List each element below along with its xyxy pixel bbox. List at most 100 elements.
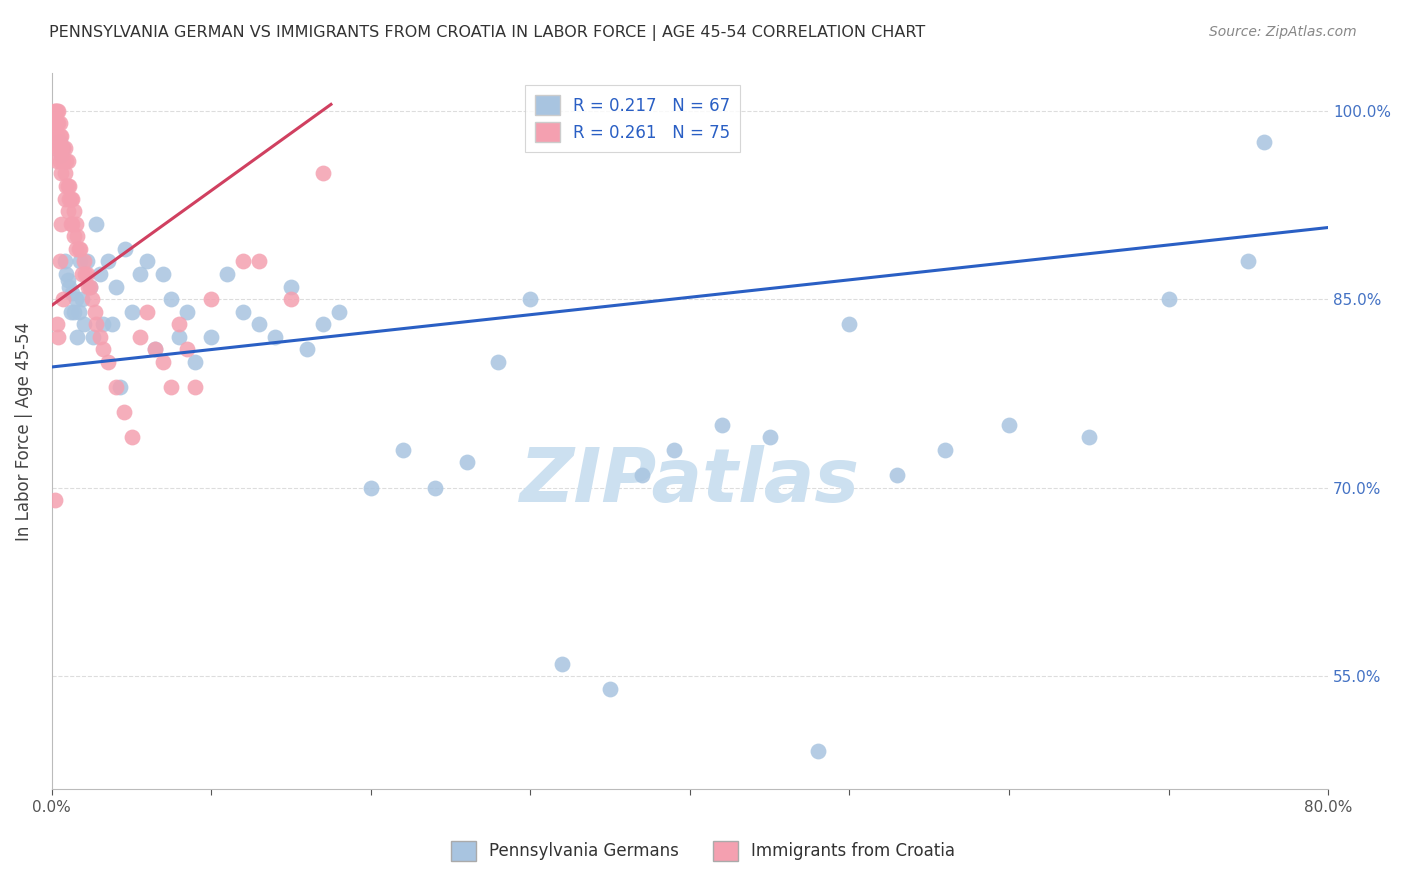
Point [75, 267, 97, 281]
Point [247, 318, 270, 332]
Point [121, 430, 143, 444]
Point [83, 304, 105, 318]
Point [45, 153, 67, 168]
Point [45, 116, 67, 130]
Point [169, 330, 191, 344]
Point [200, 292, 222, 306]
Point [91, 343, 114, 357]
Point [69, 242, 91, 256]
Point [128, 330, 150, 344]
Point [59, 304, 82, 318]
Point [295, 343, 318, 357]
Point [76, 267, 98, 281]
Point [65, 242, 87, 256]
Text: ZIPatlas: ZIPatlas [520, 445, 860, 517]
Point [104, 380, 127, 394]
Point [69, 254, 91, 268]
Point [44, 128, 66, 143]
Legend: R = 0.217   N = 67, R = 0.261   N = 75: R = 0.217 N = 67, R = 0.261 N = 75 [524, 85, 740, 153]
Point [758, 430, 780, 444]
Point [45, 103, 67, 118]
Point [63, 229, 86, 244]
Point [59, 217, 82, 231]
Point [551, 657, 574, 671]
Point [53, 254, 76, 268]
Point [44, 493, 66, 508]
Point [44, 141, 66, 155]
Point [312, 167, 335, 181]
Point [45, 318, 67, 332]
Point [934, 442, 956, 457]
Point [67, 242, 90, 256]
Y-axis label: In Labor Force | Age 45-54: In Labor Force | Age 45-54 [15, 321, 32, 541]
Point [58, 192, 80, 206]
Point [86, 318, 108, 332]
Point [112, 405, 135, 419]
Point [312, 318, 335, 332]
Point [838, 318, 860, 332]
Point [73, 318, 96, 332]
Point [55, 179, 77, 194]
Point [82, 330, 104, 344]
Point [48, 254, 70, 268]
Point [46, 103, 69, 118]
Point [247, 254, 270, 268]
Point [66, 330, 89, 344]
Point [56, 153, 79, 168]
Point [70, 267, 93, 281]
Point [62, 285, 84, 300]
Point [232, 304, 254, 318]
Point [51, 128, 73, 143]
Point [97, 355, 120, 369]
Point [46, 135, 69, 149]
Point [48, 135, 70, 149]
Point [48, 128, 70, 143]
Point [128, 267, 150, 281]
Text: Source: ZipAtlas.com: Source: ZipAtlas.com [1209, 25, 1357, 39]
Point [104, 279, 127, 293]
Point [44, 103, 66, 118]
Point [46, 141, 69, 155]
Point [48, 153, 70, 168]
Point [169, 318, 191, 332]
Point [58, 279, 80, 293]
Point [121, 304, 143, 318]
Point [63, 304, 86, 318]
Point [136, 254, 159, 268]
Point [152, 355, 174, 369]
Point [200, 330, 222, 344]
Point [62, 192, 84, 206]
Point [53, 141, 76, 155]
Point [58, 179, 80, 194]
Point [55, 267, 77, 281]
Point [599, 681, 621, 696]
Point [52, 292, 75, 306]
Point [360, 481, 382, 495]
Point [710, 417, 733, 432]
Point [136, 304, 159, 318]
Point [53, 192, 76, 206]
Point [217, 267, 239, 281]
Point [145, 343, 167, 357]
Point [79, 279, 101, 293]
Point [176, 304, 198, 318]
Point [806, 744, 828, 758]
Legend: Pennsylvania Germans, Immigrants from Croatia: Pennsylvania Germans, Immigrants from Cr… [444, 834, 962, 868]
Point [66, 229, 89, 244]
Point [53, 167, 76, 181]
Point [77, 279, 100, 293]
Point [51, 217, 73, 231]
Point [46, 116, 69, 130]
Point [328, 304, 350, 318]
Point [56, 204, 79, 219]
Point [114, 242, 136, 256]
Point [160, 292, 183, 306]
Point [59, 192, 82, 206]
Point [52, 141, 75, 155]
Point [110, 380, 132, 394]
Point [423, 481, 446, 495]
Point [76, 254, 98, 268]
Point [160, 380, 183, 394]
Point [519, 292, 541, 306]
Point [280, 279, 302, 293]
